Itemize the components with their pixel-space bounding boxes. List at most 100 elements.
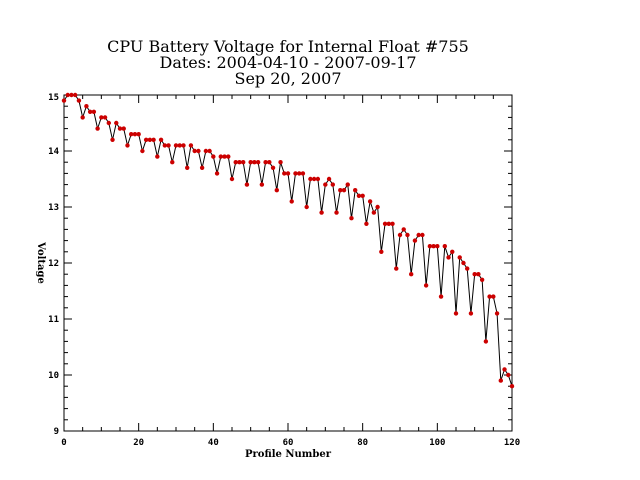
x-tick-label: 120 — [504, 438, 520, 448]
data-point — [199, 165, 205, 170]
data-point — [293, 171, 298, 176]
data-point — [132, 132, 138, 137]
data-point — [349, 216, 354, 221]
data-point — [371, 210, 377, 215]
data-point — [319, 210, 324, 215]
y-axis-label: Voltage — [35, 241, 46, 284]
data-point — [229, 176, 235, 182]
data-point — [211, 154, 216, 159]
data-point — [382, 221, 388, 226]
chart-title-line-1: CPU Battery Voltage for Internal Float #… — [107, 37, 469, 56]
x-axis-tick-labels: 0 20 40 60 80 100 120 — [61, 438, 520, 448]
data-point — [360, 193, 365, 198]
data-point — [173, 143, 179, 148]
data-point — [203, 148, 209, 154]
data-point — [394, 266, 399, 271]
data-point — [304, 204, 309, 210]
data-point — [99, 115, 104, 120]
data-point — [69, 92, 74, 98]
data-point — [270, 165, 276, 170]
data-point — [297, 171, 302, 176]
data-point — [117, 126, 123, 131]
data-point — [356, 193, 362, 198]
data-point — [237, 160, 242, 165]
data-point — [129, 132, 134, 137]
data-point — [472, 272, 477, 277]
data-point — [390, 221, 395, 226]
data-point — [423, 283, 429, 288]
data-point — [285, 171, 291, 176]
data-point — [162, 143, 167, 148]
data-point — [274, 188, 279, 193]
data-point — [468, 311, 474, 316]
x-tick-label: 80 — [357, 438, 368, 448]
data-point — [502, 367, 507, 372]
data-point — [334, 210, 339, 215]
data-point — [326, 176, 332, 182]
data-point — [166, 143, 171, 148]
data-point — [61, 98, 67, 103]
y-tick-label: 13 — [48, 203, 59, 213]
data-point — [476, 272, 481, 277]
data-point — [114, 120, 119, 126]
data-point — [170, 160, 175, 165]
data-point — [143, 137, 149, 142]
data-point — [375, 204, 380, 210]
chart-title-line-3: Sep 20, 2007 — [234, 69, 341, 88]
data-point — [401, 227, 406, 232]
chart-title-line-2: Dates: 2004-04-10 - 2007-09-17 — [159, 53, 416, 72]
x-tick-label: 60 — [283, 438, 294, 448]
data-point — [453, 311, 459, 316]
data-point — [431, 244, 436, 249]
y-tick-label: 12 — [48, 259, 59, 269]
data-point — [409, 272, 414, 277]
data-point — [252, 160, 257, 165]
data-point — [233, 160, 238, 165]
data-point — [427, 244, 433, 249]
data-point — [405, 232, 410, 238]
data-point — [241, 160, 246, 165]
data-point — [442, 244, 447, 249]
x-tick-label: 0 — [61, 438, 66, 448]
data-point — [386, 221, 391, 226]
data-point — [353, 188, 358, 193]
x-tick-label: 100 — [429, 438, 445, 448]
data-point — [218, 154, 223, 159]
data-point — [278, 160, 283, 165]
data-point — [457, 255, 462, 260]
data-point — [345, 182, 350, 187]
voltage-series — [61, 92, 515, 389]
data-point — [244, 182, 250, 187]
data-point — [315, 176, 321, 182]
y-tick-label: 15 — [48, 93, 59, 103]
data-point — [125, 143, 130, 148]
data-point — [263, 160, 268, 165]
data-point — [323, 182, 328, 187]
data-point — [498, 378, 503, 383]
data-point — [379, 249, 384, 254]
data-point — [95, 126, 100, 131]
data-point — [267, 160, 272, 165]
y-tick-label: 9 — [54, 427, 59, 437]
data-point — [214, 171, 220, 176]
data-point — [416, 232, 421, 238]
data-point — [226, 154, 231, 159]
data-point — [87, 109, 93, 115]
data-point — [106, 120, 112, 126]
data-point — [289, 199, 294, 204]
y-axis-tick-labels: 9 10 11 12 13 14 15 — [48, 93, 59, 437]
x-axis-label: Profile Number — [245, 449, 332, 460]
data-point — [494, 311, 500, 316]
data-point — [110, 137, 115, 142]
data-point — [341, 188, 347, 193]
data-point — [76, 98, 82, 103]
data-point — [207, 148, 212, 154]
data-point — [91, 109, 97, 115]
data-point — [155, 154, 160, 159]
data-point — [509, 384, 515, 389]
data-point — [196, 148, 201, 154]
data-point — [185, 165, 190, 170]
data-point — [420, 232, 425, 238]
data-point — [506, 372, 511, 378]
